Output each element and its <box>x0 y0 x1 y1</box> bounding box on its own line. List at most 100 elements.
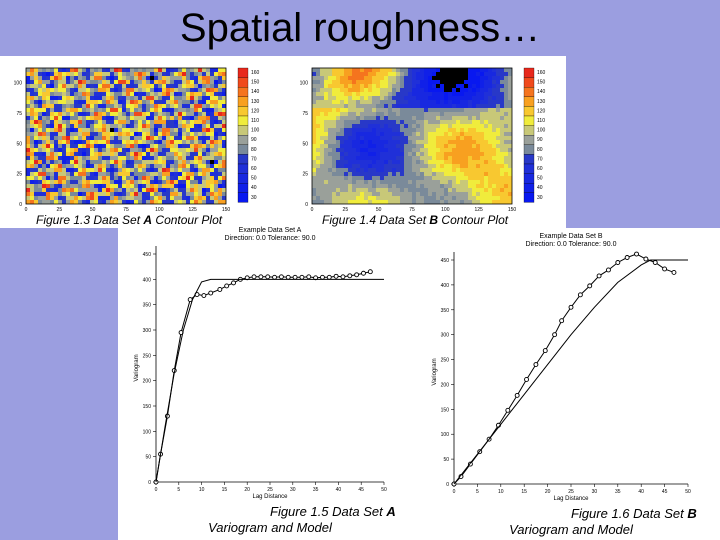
contour-cell <box>86 148 90 152</box>
contour-cell <box>428 152 432 156</box>
caption-part-bold: B <box>687 506 696 521</box>
contour-cell <box>90 188 94 192</box>
contour-cell <box>408 192 412 196</box>
contour-cell <box>182 80 186 84</box>
contour-cell <box>468 76 472 80</box>
contour-cell <box>396 196 400 200</box>
contour-cell <box>456 168 460 172</box>
contour-cell <box>110 144 114 148</box>
contour-cell <box>154 196 158 200</box>
contour-cell <box>42 68 46 72</box>
contour-cell <box>456 180 460 184</box>
contour-cell <box>138 76 142 80</box>
contour-cell <box>34 68 38 72</box>
contour-cell <box>476 196 480 200</box>
contour-cell <box>58 96 62 100</box>
contour-cell <box>368 120 372 124</box>
contour-cell <box>508 164 512 168</box>
contour-cell <box>110 172 114 176</box>
contour-cell <box>404 92 408 96</box>
contour-cell <box>356 124 360 128</box>
contour-cell <box>214 96 218 100</box>
contour-cell <box>408 136 412 140</box>
contour-cell <box>170 152 174 156</box>
contour-cell <box>150 200 154 204</box>
contour-cell <box>336 160 340 164</box>
contour-cell <box>94 92 98 96</box>
contour-cell <box>218 144 222 148</box>
contour-cell <box>30 104 34 108</box>
contour-cell <box>508 132 512 136</box>
contour-cell <box>98 192 102 196</box>
contour-cell <box>90 104 94 108</box>
contour-cell <box>480 172 484 176</box>
legend-swatch <box>523 173 535 184</box>
contour-cell <box>206 184 210 188</box>
contour-cell <box>412 84 416 88</box>
contour-cell <box>412 196 416 200</box>
contour-cell <box>210 156 214 160</box>
data-point <box>524 377 529 382</box>
contour-cell <box>420 168 424 172</box>
legend-swatch <box>237 173 249 184</box>
contour-cell <box>488 164 492 168</box>
contour-cell <box>178 200 182 204</box>
data-point <box>514 392 520 398</box>
contour-cell <box>62 176 66 180</box>
contour-cell <box>424 88 428 92</box>
contour-cell <box>432 148 436 152</box>
contour-cell <box>376 172 380 176</box>
contour-cell <box>476 144 480 148</box>
contour-cell <box>408 112 412 116</box>
contour-cell <box>186 184 190 188</box>
contour-cell <box>146 156 150 160</box>
contour-cell <box>416 156 420 160</box>
contour-cell <box>198 172 202 176</box>
data-point <box>333 273 339 279</box>
contour-cell <box>42 108 46 112</box>
contour-cell <box>78 160 82 164</box>
contour-cell <box>194 176 198 180</box>
contour-cell <box>392 96 396 100</box>
contour-cell <box>206 96 210 100</box>
contour-cell <box>424 68 428 72</box>
contour-cell <box>178 80 182 84</box>
contour-cell <box>408 172 412 176</box>
contour-cell <box>456 76 460 80</box>
contour-cell <box>428 200 432 204</box>
contour-cell <box>86 96 90 100</box>
contour-cell <box>404 96 408 100</box>
contour-cell <box>154 144 158 148</box>
contour-cell <box>328 128 332 132</box>
contour-cell <box>86 132 90 136</box>
contour-cell <box>400 76 404 80</box>
contour-cell <box>368 152 372 156</box>
contour-cell <box>432 188 436 192</box>
contour-cell <box>336 156 340 160</box>
contour-cell <box>34 120 38 124</box>
contour-cell <box>54 144 58 148</box>
contour-cell <box>210 172 214 176</box>
contour-cell <box>480 124 484 128</box>
contour-cell <box>98 168 102 172</box>
contour-cell <box>432 96 436 100</box>
contour-cell <box>130 116 134 120</box>
contour-cell <box>106 188 110 192</box>
contour-cell <box>138 124 142 128</box>
contour-cell <box>324 168 328 172</box>
contour-cell <box>344 76 348 80</box>
contour-cell <box>324 148 328 152</box>
contour-cell <box>166 92 170 96</box>
contour-cell <box>448 76 452 80</box>
contour-cell <box>436 132 440 136</box>
contour-cell <box>50 104 54 108</box>
contour-cell <box>202 180 206 184</box>
contour-cell <box>424 196 428 200</box>
contour-cell <box>432 176 436 180</box>
contour-cell <box>198 116 202 120</box>
contour-cell <box>218 168 222 172</box>
contour-cell <box>388 104 392 108</box>
contour-cell <box>456 172 460 176</box>
contour-cell <box>54 148 58 152</box>
contour-cell <box>62 188 66 192</box>
